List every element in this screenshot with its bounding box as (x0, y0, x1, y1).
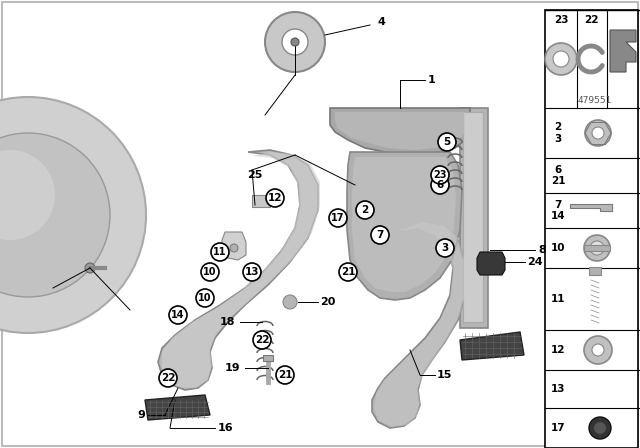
Text: 11: 11 (213, 247, 227, 257)
Polygon shape (372, 222, 465, 428)
Text: 20: 20 (320, 297, 335, 307)
Text: 14: 14 (172, 310, 185, 320)
Circle shape (265, 12, 325, 72)
Polygon shape (460, 332, 524, 360)
Circle shape (230, 244, 238, 252)
Polygon shape (158, 150, 318, 390)
Circle shape (594, 422, 606, 434)
Text: 17: 17 (332, 213, 345, 223)
Text: 23: 23 (554, 15, 568, 25)
Text: 24: 24 (527, 257, 543, 267)
Polygon shape (347, 152, 462, 300)
Circle shape (243, 263, 261, 281)
Polygon shape (330, 108, 470, 155)
Circle shape (253, 331, 271, 349)
Text: 2
3: 2 3 (554, 122, 562, 144)
Circle shape (85, 263, 95, 273)
Text: 2: 2 (362, 205, 369, 215)
Circle shape (0, 133, 110, 297)
Text: 5: 5 (444, 137, 451, 147)
Text: 22: 22 (584, 15, 598, 25)
Circle shape (584, 336, 612, 364)
Text: 1: 1 (428, 75, 436, 85)
Text: 9: 9 (137, 410, 145, 420)
Text: 13: 13 (551, 384, 565, 394)
Circle shape (590, 241, 604, 255)
Circle shape (592, 344, 604, 356)
Bar (463, 112, 483, 322)
Polygon shape (570, 203, 612, 211)
Bar (252, 195, 270, 207)
Text: 13: 13 (244, 267, 259, 277)
Circle shape (553, 51, 569, 67)
Text: 17: 17 (550, 423, 565, 433)
Text: 21: 21 (340, 267, 355, 277)
Text: 10: 10 (198, 293, 212, 303)
Text: 4: 4 (378, 17, 386, 27)
Bar (263, 355, 273, 361)
Polygon shape (162, 152, 320, 388)
Bar (589, 267, 601, 275)
Polygon shape (335, 112, 465, 150)
Polygon shape (222, 232, 246, 260)
Polygon shape (352, 157, 456, 292)
Polygon shape (477, 252, 505, 275)
Text: 7
14: 7 14 (550, 200, 565, 221)
Circle shape (545, 43, 577, 75)
Text: 7: 7 (376, 230, 384, 240)
Text: 19: 19 (225, 363, 240, 373)
Polygon shape (374, 222, 466, 427)
Text: 479551: 479551 (578, 95, 612, 104)
Circle shape (585, 120, 611, 146)
Circle shape (266, 189, 284, 207)
Bar (545, 10, 638, 448)
Circle shape (436, 239, 454, 257)
Circle shape (201, 263, 219, 281)
Circle shape (592, 127, 604, 139)
Text: 10: 10 (551, 243, 565, 253)
Text: 12: 12 (551, 345, 565, 355)
Circle shape (282, 29, 308, 55)
Circle shape (196, 289, 214, 307)
Bar (584, 245, 610, 251)
Text: 16: 16 (218, 423, 234, 433)
Circle shape (211, 243, 229, 261)
Circle shape (291, 38, 299, 46)
Text: 21: 21 (278, 370, 292, 380)
Circle shape (329, 209, 347, 227)
Circle shape (371, 226, 389, 244)
Circle shape (584, 235, 610, 261)
Text: 12: 12 (268, 193, 282, 203)
Text: 11: 11 (551, 294, 565, 304)
Circle shape (589, 417, 611, 439)
Bar (460, 108, 488, 328)
Circle shape (431, 176, 449, 194)
Circle shape (283, 295, 297, 309)
Polygon shape (145, 395, 210, 420)
Circle shape (169, 306, 187, 324)
Text: 25: 25 (247, 170, 262, 180)
Circle shape (339, 263, 357, 281)
Text: 6
21: 6 21 (551, 165, 565, 186)
Text: 15: 15 (437, 370, 452, 380)
Text: 23: 23 (433, 170, 447, 180)
Circle shape (0, 150, 55, 240)
Text: 18: 18 (220, 317, 235, 327)
Text: 6: 6 (436, 180, 444, 190)
Polygon shape (610, 30, 636, 72)
Circle shape (276, 366, 294, 384)
Circle shape (159, 369, 177, 387)
Circle shape (438, 133, 456, 151)
Text: 10: 10 (204, 267, 217, 277)
Circle shape (356, 201, 374, 219)
Text: 22: 22 (161, 373, 175, 383)
Circle shape (0, 97, 146, 333)
Text: 22: 22 (255, 335, 269, 345)
Circle shape (431, 166, 449, 184)
Text: 3: 3 (442, 243, 449, 253)
Text: 8: 8 (538, 245, 546, 255)
